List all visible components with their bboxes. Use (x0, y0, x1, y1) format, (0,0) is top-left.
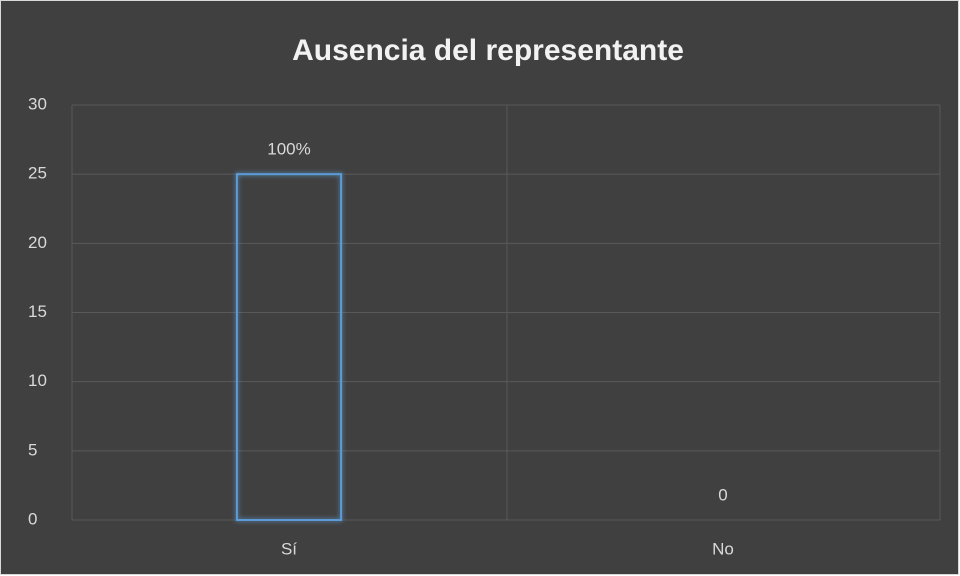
y-tick-label: 20 (28, 233, 47, 252)
y-tick-label: 25 (28, 164, 47, 183)
y-tick-label: 30 (28, 94, 47, 113)
chart-title: Ausencia del representante (292, 34, 684, 67)
data-label: 100% (267, 140, 310, 159)
data-label: 0 (718, 485, 727, 504)
y-tick-label: 0 (28, 509, 37, 528)
bar (235, 173, 343, 522)
y-tick-label: 5 (28, 440, 37, 459)
x-tick-label: No (712, 539, 734, 558)
y-tick-label: 15 (28, 302, 47, 321)
y-tick-label: 10 (28, 371, 47, 390)
x-tick-label: Sí (281, 539, 297, 558)
